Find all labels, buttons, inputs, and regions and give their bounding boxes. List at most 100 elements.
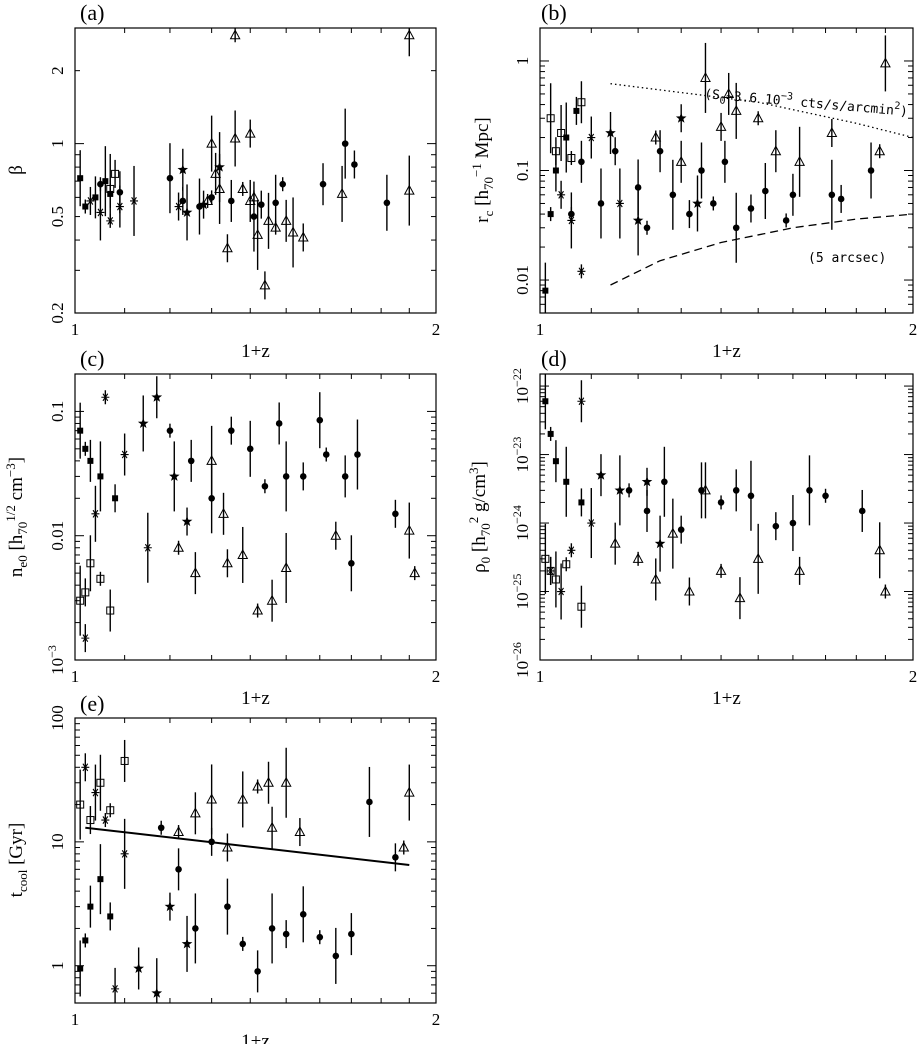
data-point-asterisk [115,202,124,211]
panel-d: 1 2 10−26 10−25 10−24 10−23 10−22 (d) 1+z ρ0 [h70… [466,346,917,709]
data-point-asterisk [567,546,576,555]
data-point-open-square [546,114,555,123]
panel-a: 1 2 0.2 0.5 1 2 (a) 1+z β [6,0,440,362]
plot-frame [74,373,437,661]
data-point-filled-square [102,178,109,185]
data-point-filled-circle [597,200,605,207]
data-point-filled-circle [732,487,740,494]
x-axis-label: 1+z [712,688,741,709]
data-point-open-triangle [270,221,282,232]
data-point-open-triangle [189,567,201,578]
data-point-open-triangle [280,561,292,572]
data-point-open-triangle [206,454,218,465]
data-point-filled-circle [299,911,307,918]
data-point-filled-circle [822,492,829,500]
data-point-filled-circle [732,224,740,232]
data-point-filled-square [542,287,549,294]
data-point-asterisk [577,267,586,276]
data-point-asterisk [96,208,105,217]
data-point-filled-square [92,194,99,201]
data-point-open-triangle [730,104,742,115]
x-axis-label: 1+z [241,1031,270,1044]
data-point-open-triangle [675,155,687,166]
data-point-filled-square [87,457,94,464]
y-tick-label: 0.01 [48,521,67,551]
data-point-filled-star [181,938,193,949]
data-point-filled-circle [661,478,668,486]
data-point-open-triangle [173,825,185,837]
data-point-filled-circle [157,824,165,832]
data-point-open-square [106,806,115,815]
data-point-asterisk [557,190,566,199]
data-point-filled-circle [717,499,725,506]
data-point-filled-circle [686,210,693,218]
data-point-asterisk [587,519,596,527]
data-point-open-triangle [403,524,415,535]
data-point-asterisk [91,788,100,797]
x-tick-label: 2 [432,320,441,339]
x-axis-label: 1+z [712,341,741,362]
data-point-filled-circle [392,854,399,861]
data-point-filled-circle [208,194,215,201]
data-point-open-triangle [173,541,185,552]
data-point-filled-square [547,211,554,218]
data-point-open-square [557,128,566,137]
data-point-filled-circle [239,940,247,948]
data-point-filled-circle [208,838,215,846]
plot-frame [539,373,914,661]
data-point-open-triangle [715,564,727,575]
data-point-open-triangle [237,793,249,804]
data-point-filled-circle [250,213,258,220]
data-point-open-triangle [650,131,662,142]
y-axis-label: ne0 [h701/2 cm−3] [3,457,30,577]
data-point-open-triangle [330,529,342,540]
data-point-asterisk [557,587,566,596]
data-point-open-triangle [700,71,711,82]
data-point-open-triangle [874,544,886,555]
data-point-asterisk [174,202,183,211]
data-point-open-triangle [244,194,256,205]
data-point-filled-square [77,175,84,182]
data-point-open-triangle [294,825,306,837]
data-point-filled-circle [316,416,324,424]
data-point-open-triangle [336,187,348,198]
data-point-filled-circle [747,492,755,500]
data-point-filled-square [97,876,104,883]
data-point-filled-circle [332,952,340,960]
data-point-open-triangle [259,279,271,290]
y-tick-label: 2 [48,66,67,75]
data-point-filled-circle [837,195,845,203]
data-point-open-triangle [403,786,415,797]
data-point-open-square [86,816,95,825]
data-point-filled-star [641,476,653,487]
data-point-open-triangle [280,776,292,787]
data-point-filled-circle [698,167,705,174]
data-point-open-triangle [650,573,662,584]
data-point-asterisk [143,543,152,552]
data-point-open-triangle [683,585,695,596]
data-point-filled-circle [348,559,355,567]
data-point-filled-circle [341,473,349,480]
data-point-filled-circle [828,191,836,199]
data-point-open-triangle [221,557,233,568]
x-tick-label: 2 [432,667,441,686]
data-point-open-square [546,566,555,575]
data-point-filled-star [675,112,687,123]
plot-frame [74,717,437,1004]
data-point-asterisk [81,634,90,643]
data-point-open-triangle [248,191,260,202]
x-tick-label: 1 [71,667,80,686]
data-point-filled-circle [656,147,664,155]
data-point-filled-circle [166,427,174,434]
panel-b: 1 2 0.01 0.1 1 (b) 1+z rc [h70−1 Mpc] (S0~3.6 10… [469,0,917,362]
data-point-asterisk [587,133,596,142]
data-point-open-triangle [794,155,806,166]
data-point-filled-circle [166,174,174,182]
data-point-filled-star [181,206,193,217]
data-point-filled-circle [282,473,290,480]
data-point-filled-square [97,473,104,480]
data-point-filled-star [632,214,644,225]
data-point-open-triangle [874,145,886,156]
data-point-filled-square [552,167,559,174]
data-point-filled-star [133,962,144,973]
